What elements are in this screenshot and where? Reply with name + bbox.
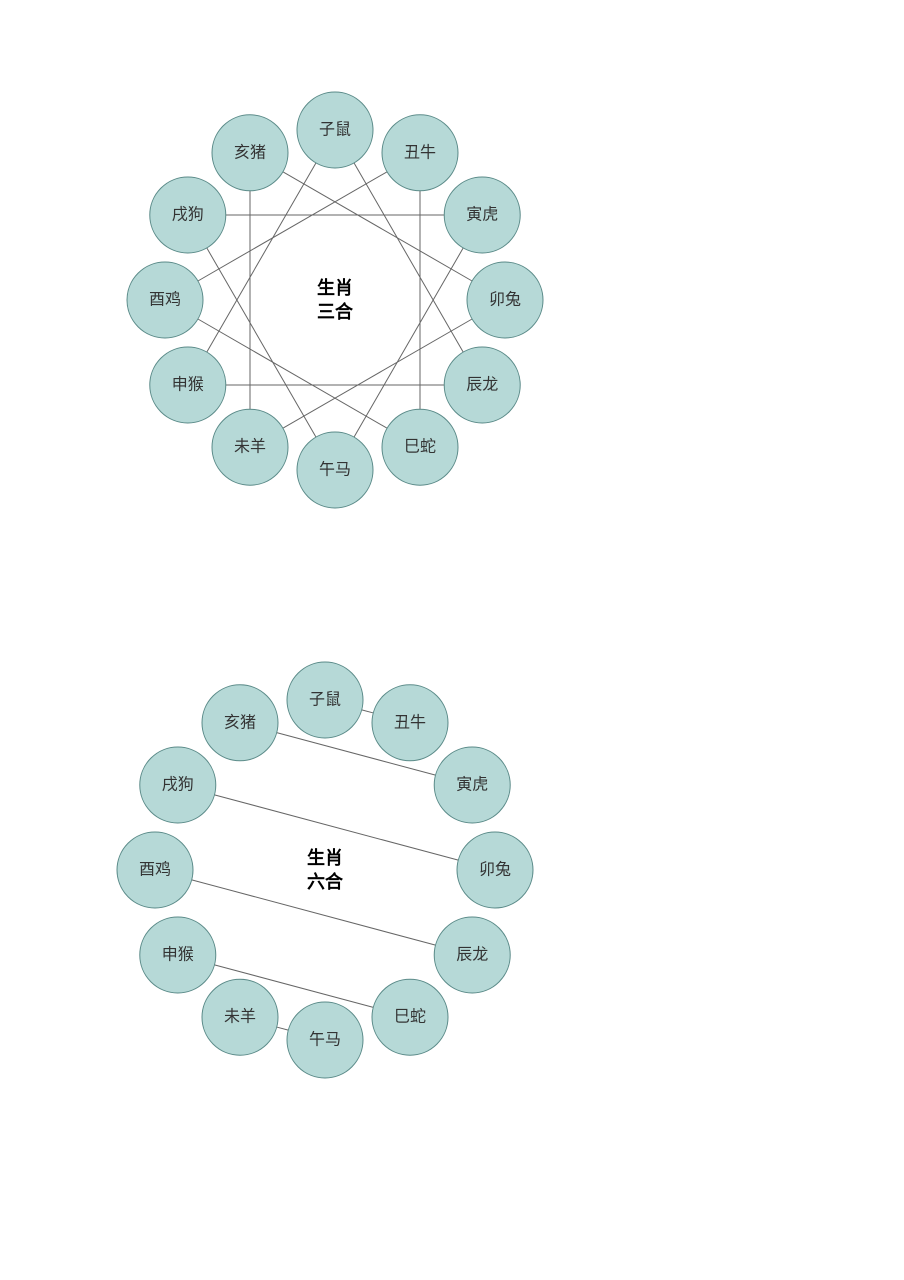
edge [354,163,463,352]
edge [283,319,472,428]
zodiac-node-label: 丑牛 [394,713,426,731]
edge [277,1027,289,1030]
zodiac-node-label: 丑牛 [404,143,436,161]
zodiac-node-label: 子鼠 [319,121,351,139]
page-container: 子鼠丑牛寅虎卯兔辰龙巳蛇午马未羊申猴酉鸡戌狗亥猪生肖三合子鼠丑牛寅虎卯兔辰龙巳蛇… [0,0,904,1280]
zodiac-node-label: 辰龙 [456,946,488,964]
zodiac-node-label: 酉鸡 [139,861,171,879]
edge [198,319,387,428]
edge [362,710,374,713]
zodiac-node-label: 亥猪 [234,143,266,161]
edge [198,172,387,281]
zodiac-node-label: 申猴 [162,946,194,964]
zodiac-node-label: 亥猪 [224,713,256,731]
zodiac-node-label: 巳蛇 [404,438,436,456]
diagram-svg: 子鼠丑牛寅虎卯兔辰龙巳蛇午马未羊申猴酉鸡戌狗亥猪生肖三合子鼠丑牛寅虎卯兔辰龙巳蛇… [0,0,904,1280]
liuhe-diagram-center-title-line1: 生肖 [307,847,343,868]
zodiac-node-label: 戌狗 [172,206,204,224]
zodiac-node-label: 卯兔 [489,291,521,309]
zodiac-node-label: 未羊 [234,438,266,456]
zodiac-node-label: 午马 [319,461,351,479]
edge [354,248,463,437]
liuhe-diagram: 子鼠丑牛寅虎卯兔辰龙巳蛇午马 未羊 申猴 酉鸡 戌狗 亥猪生肖六合 [117,662,533,1078]
sanhe-diagram-edges [198,163,472,437]
zodiac-node-label: 卯兔 [479,861,511,879]
liuhe-diagram-nodes: 子鼠丑牛寅虎卯兔辰龙巳蛇午马 未羊 申猴 酉鸡 戌狗 亥猪 [117,662,533,1078]
edge [283,172,472,281]
zodiac-node-label: 酉鸡 [149,291,181,309]
zodiac-node-label: 申猴 [172,376,204,394]
zodiac-node-label: 辰龙 [466,376,498,394]
sanhe-diagram-center-title-line1: 生肖 [317,277,353,298]
edge [207,163,316,352]
zodiac-node-label: 午马 [309,1031,341,1049]
zodiac-node-label: 寅虎 [466,206,498,224]
sanhe-diagram: 子鼠丑牛寅虎卯兔辰龙巳蛇午马 未羊 申猴 酉鸡 戌狗 亥猪生肖三合 [127,92,543,508]
zodiac-node-label: 子鼠 [309,691,341,709]
liuhe-diagram-center-title-line2: 六合 [307,871,344,892]
zodiac-node-label: 寅虎 [456,776,488,794]
zodiac-node-label: 巳蛇 [394,1008,426,1026]
sanhe-diagram-nodes: 子鼠丑牛寅虎卯兔辰龙巳蛇午马 未羊 申猴 酉鸡 戌狗 亥猪 [127,92,543,508]
edge [207,248,316,437]
sanhe-diagram-center-title-line2: 三合 [317,301,354,322]
zodiac-node-label: 未羊 [224,1008,256,1026]
zodiac-node-label: 戌狗 [162,776,194,794]
